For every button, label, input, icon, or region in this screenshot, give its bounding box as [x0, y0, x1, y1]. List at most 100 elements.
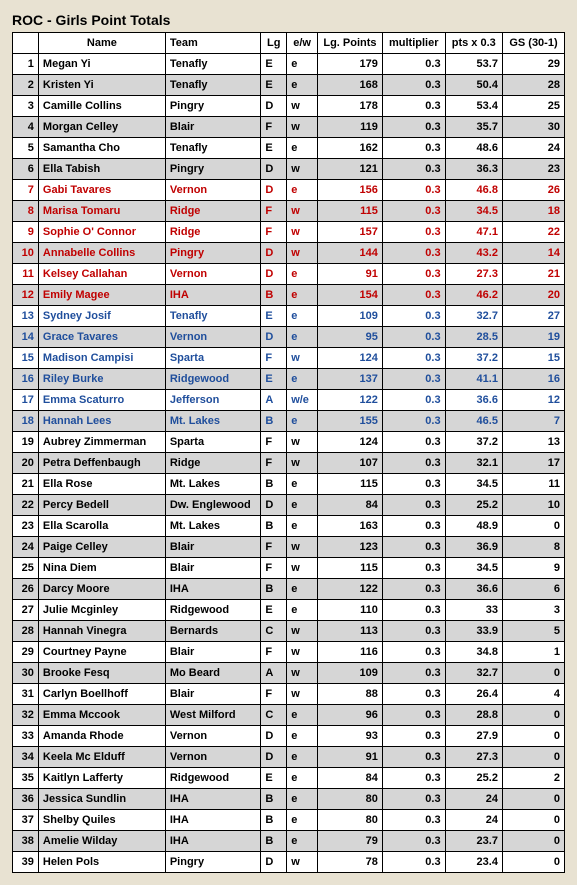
- cell-team: Vernon: [165, 180, 261, 201]
- cell-multiplier: 0.3: [382, 642, 445, 663]
- cell-ew: e: [287, 411, 318, 432]
- cell-multiplier: 0.3: [382, 180, 445, 201]
- table-row: 37Shelby QuilesIHABe800.3240: [13, 810, 565, 831]
- cell-ew: e: [287, 369, 318, 390]
- cell-pts: 46.5: [445, 411, 502, 432]
- table-row: 6Ella TabishPingryDw1210.336.323: [13, 159, 565, 180]
- cell-gs: 0: [502, 516, 564, 537]
- cell-gs: 3: [502, 600, 564, 621]
- cell-pts: 48.9: [445, 516, 502, 537]
- cell-lg: C: [261, 621, 287, 642]
- cell-team: Sparta: [165, 432, 261, 453]
- cell-name: Petra Deffenbaugh: [38, 453, 165, 474]
- cell-team: Blair: [165, 537, 261, 558]
- cell-team: IHA: [165, 831, 261, 852]
- cell-pts: 48.6: [445, 138, 502, 159]
- cell-rank: 9: [13, 222, 39, 243]
- cell-rank: 36: [13, 789, 39, 810]
- cell-pts: 36.3: [445, 159, 502, 180]
- cell-rank: 7: [13, 180, 39, 201]
- cell-ew: e: [287, 726, 318, 747]
- cell-rank: 28: [13, 621, 39, 642]
- cell-rank: 18: [13, 411, 39, 432]
- table-row: 38Amelie WildayIHABe790.323.70: [13, 831, 565, 852]
- cell-team: Ridgewood: [165, 600, 261, 621]
- cell-lg: D: [261, 264, 287, 285]
- cell-name: Ella Rose: [38, 474, 165, 495]
- cell-lgpoints: 155: [318, 411, 383, 432]
- cell-gs: 28: [502, 75, 564, 96]
- cell-rank: 22: [13, 495, 39, 516]
- cell-team: Vernon: [165, 726, 261, 747]
- cell-ew: w: [287, 684, 318, 705]
- cell-gs: 22: [502, 222, 564, 243]
- table-row: 5Samantha ChoTenaflyEe1620.348.624: [13, 138, 565, 159]
- cell-team: Blair: [165, 117, 261, 138]
- cell-name: Kaitlyn Lafferty: [38, 768, 165, 789]
- cell-rank: 12: [13, 285, 39, 306]
- cell-lg: D: [261, 726, 287, 747]
- cell-lg: D: [261, 180, 287, 201]
- cell-gs: 24: [502, 138, 564, 159]
- cell-multiplier: 0.3: [382, 348, 445, 369]
- cell-name: Gabi Tavares: [38, 180, 165, 201]
- cell-lg: A: [261, 390, 287, 411]
- cell-team: Ridgewood: [165, 369, 261, 390]
- cell-name: Nina Diem: [38, 558, 165, 579]
- table-row: 3Camille CollinsPingryDw1780.353.425: [13, 96, 565, 117]
- table-row: 10Annabelle CollinsPingryDw1440.343.214: [13, 243, 565, 264]
- cell-gs: 0: [502, 789, 564, 810]
- cell-multiplier: 0.3: [382, 747, 445, 768]
- cell-pts: 43.2: [445, 243, 502, 264]
- cell-multiplier: 0.3: [382, 222, 445, 243]
- table-row: 34Keela Mc ElduffVernonDe910.327.30: [13, 747, 565, 768]
- cell-pts: 46.2: [445, 285, 502, 306]
- cell-ew: e: [287, 54, 318, 75]
- cell-lgpoints: 95: [318, 327, 383, 348]
- cell-pts: 28.8: [445, 705, 502, 726]
- table-row: 20Petra DeffenbaughRidgeFw1070.332.117: [13, 453, 565, 474]
- col-multiplier: multiplier: [382, 33, 445, 54]
- cell-gs: 0: [502, 663, 564, 684]
- cell-team: Tenafly: [165, 54, 261, 75]
- cell-team: Tenafly: [165, 306, 261, 327]
- cell-team: IHA: [165, 789, 261, 810]
- cell-lgpoints: 115: [318, 474, 383, 495]
- cell-rank: 13: [13, 306, 39, 327]
- cell-team: Pingry: [165, 159, 261, 180]
- cell-ew: w: [287, 621, 318, 642]
- table-row: 23Ella ScarollaMt. LakesBe1630.348.90: [13, 516, 565, 537]
- cell-team: IHA: [165, 810, 261, 831]
- cell-lg: F: [261, 453, 287, 474]
- cell-gs: 8: [502, 537, 564, 558]
- cell-ew: e: [287, 75, 318, 96]
- cell-pts: 37.2: [445, 348, 502, 369]
- cell-ew: e: [287, 285, 318, 306]
- cell-name: Paige Celley: [38, 537, 165, 558]
- cell-lgpoints: 154: [318, 285, 383, 306]
- cell-team: Ridge: [165, 201, 261, 222]
- cell-rank: 11: [13, 264, 39, 285]
- table-row: 27Julie McginleyRidgewoodEe1100.3333: [13, 600, 565, 621]
- cell-rank: 3: [13, 96, 39, 117]
- cell-lg: E: [261, 768, 287, 789]
- cell-lg: D: [261, 327, 287, 348]
- cell-team: Dw. Englewood: [165, 495, 261, 516]
- cell-pts: 28.5: [445, 327, 502, 348]
- cell-ew: e: [287, 579, 318, 600]
- cell-ew: w: [287, 642, 318, 663]
- cell-ew: w: [287, 117, 318, 138]
- cell-pts: 25.2: [445, 768, 502, 789]
- cell-rank: 20: [13, 453, 39, 474]
- cell-lgpoints: 168: [318, 75, 383, 96]
- cell-rank: 30: [13, 663, 39, 684]
- col-ew: e/w: [287, 33, 318, 54]
- cell-pts: 36.6: [445, 390, 502, 411]
- cell-name: Helen Pols: [38, 852, 165, 873]
- cell-ew: e: [287, 747, 318, 768]
- cell-team: Blair: [165, 642, 261, 663]
- cell-lgpoints: 78: [318, 852, 383, 873]
- cell-lg: E: [261, 138, 287, 159]
- cell-lgpoints: 109: [318, 663, 383, 684]
- cell-lgpoints: 107: [318, 453, 383, 474]
